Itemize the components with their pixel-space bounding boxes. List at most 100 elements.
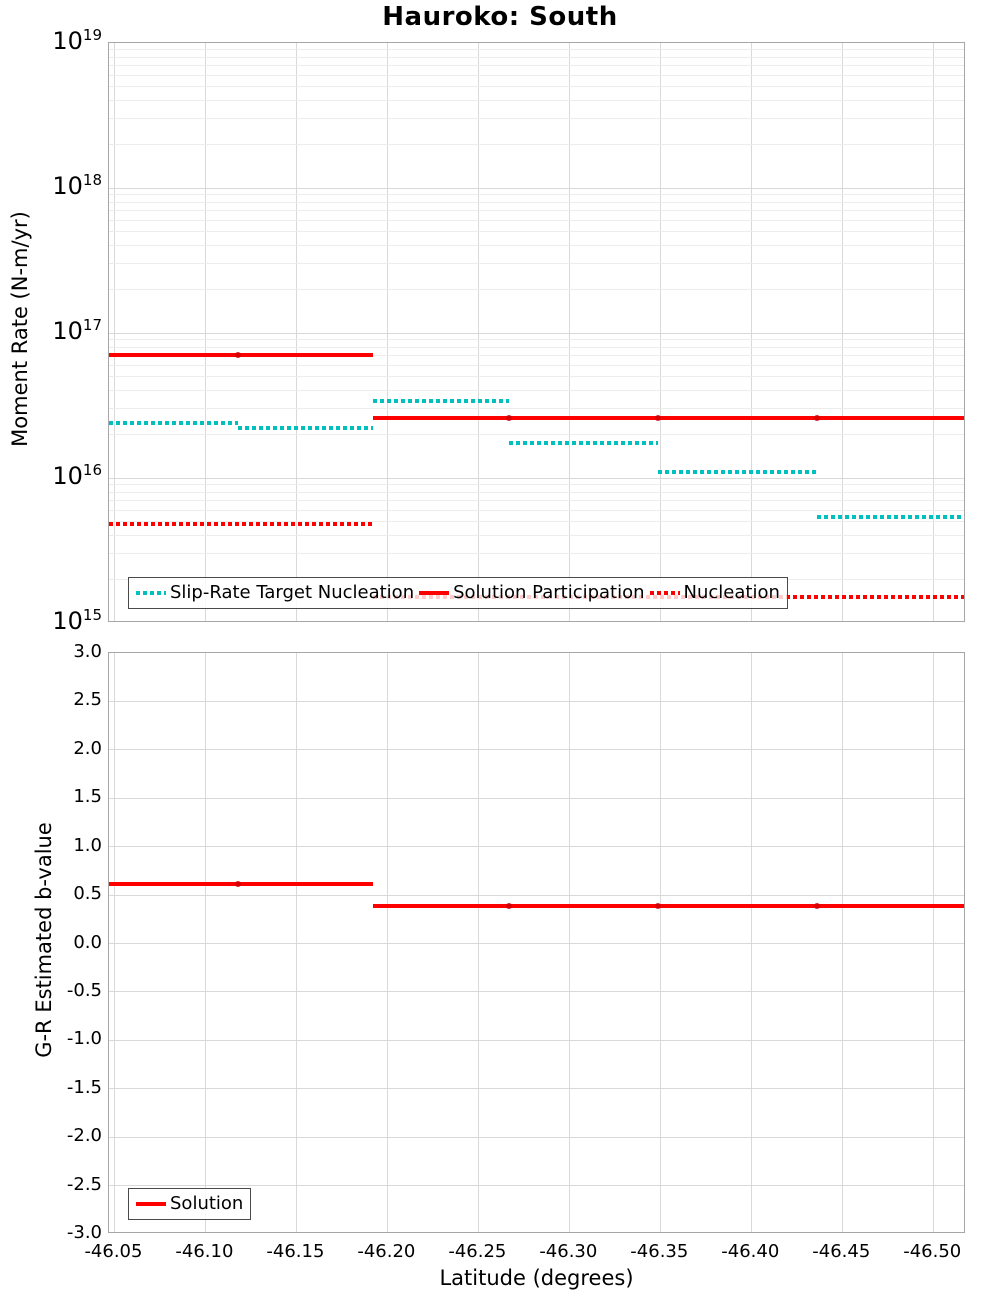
vertical-gridline [568, 43, 570, 621]
y-tick-label-0.0: 0.0 [73, 931, 102, 953]
vertical-gridline [750, 43, 752, 621]
minor-gridline [109, 263, 964, 265]
b-value-legend: Solution [128, 1188, 252, 1220]
y-tick-label-10e19: 1019 [52, 26, 102, 55]
major-gridline [109, 1088, 964, 1090]
dotted-line-swatch [649, 591, 680, 595]
x-tick-label--46.35: -46.35 [630, 1241, 689, 1262]
minor-gridline [109, 143, 964, 145]
minor-gridline [109, 364, 964, 366]
minor-gridline [109, 231, 964, 233]
minor-gridline [109, 219, 964, 221]
vertical-gridline [932, 653, 934, 1232]
data-segment-solution-participation [372, 415, 964, 420]
major-gridline [109, 477, 964, 479]
vertical-gridline [568, 653, 570, 1232]
minor-gridline [109, 484, 964, 486]
minor-gridline [109, 499, 964, 501]
x-tick-label--46.25: -46.25 [448, 1241, 507, 1262]
y-tick-label-10e18: 1018 [52, 171, 102, 200]
minor-gridline [109, 74, 964, 76]
legend-label: Solution [170, 1193, 244, 1214]
y-tick-label-2.0: 2.0 [73, 737, 102, 759]
major-gridline [109, 943, 964, 944]
minor-gridline [109, 209, 964, 211]
minor-gridline [109, 56, 964, 58]
moment-rate-legend: Slip-Rate Target Nucleation Solution Part… [128, 577, 788, 609]
x-tick-label--46.20: -46.20 [357, 1241, 416, 1262]
major-gridline [109, 1039, 964, 1041]
major-gridline [109, 749, 964, 751]
vertex-marker [813, 414, 820, 421]
legend-item-solution-participation: Solution Participation [419, 583, 645, 603]
data-segment-slip-rate-target-nucleation [109, 420, 239, 425]
data-segment-slip-rate-target-nucleation [816, 514, 964, 519]
y-tick-label-2.5: 2.5 [73, 689, 102, 711]
minor-gridline [109, 408, 964, 410]
y-tick-label-1.5: 1.5 [73, 786, 102, 808]
vertex-marker [655, 902, 662, 909]
x-tick-label--46.10: -46.10 [175, 1241, 234, 1262]
data-segment-nucleation [109, 522, 373, 527]
data-segment-slip-rate-target-nucleation [238, 426, 373, 431]
major-gridline [109, 187, 964, 189]
vertical-gridline [113, 43, 115, 621]
vertical-gridline [204, 43, 206, 621]
y-tick-label-3.0: 3.0 [73, 641, 102, 662]
vertical-gridline [841, 43, 843, 621]
x-tick-label--46.50: -46.50 [903, 1241, 962, 1262]
minor-gridline [109, 49, 964, 51]
legend-item-slip-rate-target-nucleation: Slip-Rate Target Nucleation [136, 583, 414, 603]
solid-line-swatch [136, 1202, 166, 1206]
data-segment-slip-rate-target-nucleation [509, 440, 659, 445]
major-gridline [109, 1136, 964, 1138]
x-tick-label--46.30: -46.30 [539, 1241, 598, 1262]
vertical-gridline [295, 653, 297, 1232]
minor-gridline [109, 376, 964, 378]
moment-rate-plot-area [108, 42, 965, 622]
y-tick-label--0.5: -0.5 [66, 979, 102, 1001]
major-gridline [109, 332, 964, 334]
minor-gridline [109, 521, 964, 523]
minor-gridline [109, 245, 964, 247]
vertex-marker [813, 902, 820, 909]
y-tick-label-10e16: 1016 [52, 461, 102, 490]
vertical-gridline [113, 653, 115, 1232]
vertical-gridline [932, 43, 934, 621]
major-gridline [109, 991, 964, 993]
vertex-marker [235, 352, 242, 359]
y-tick-label-10e17: 1017 [52, 316, 102, 345]
x-tick-label--46.05: -46.05 [84, 1241, 143, 1262]
vertex-marker [235, 881, 242, 888]
vertical-gridline [841, 653, 843, 1232]
vertical-gridline [295, 43, 297, 621]
vertical-gridline [477, 653, 479, 1232]
dotted-line-swatch [136, 591, 166, 595]
y-tick-label--1.5: -1.5 [66, 1076, 102, 1098]
major-gridline [109, 797, 964, 799]
vertical-gridline [477, 43, 479, 621]
legend-label: Slip-Rate Target Nucleation [170, 582, 415, 603]
chart-title: Hauroko: South [382, 2, 618, 32]
data-segment-solution [372, 903, 964, 908]
minor-gridline [109, 553, 964, 555]
vertex-marker [506, 414, 513, 421]
y-tick-label--3.0: -3.0 [66, 1222, 102, 1243]
minor-gridline [109, 201, 964, 203]
data-segment-slip-rate-target-nucleation [658, 469, 817, 474]
minor-gridline [109, 86, 964, 88]
major-gridline [109, 700, 964, 702]
major-gridline [109, 1185, 964, 1187]
minor-gridline [109, 491, 964, 493]
x-tick-label--46.45: -46.45 [812, 1241, 871, 1262]
b-value-plot-area [108, 652, 965, 1233]
legend-item-solution: Solution [136, 1194, 243, 1214]
x-tick-label--46.40: -46.40 [721, 1241, 780, 1262]
minor-gridline [109, 433, 964, 435]
y-tick-label--1.0: -1.0 [66, 1028, 102, 1050]
minor-gridline [109, 346, 964, 348]
minor-gridline [109, 339, 964, 341]
minor-gridline [109, 100, 964, 102]
y-tick-label-10e15: 1015 [52, 606, 102, 635]
